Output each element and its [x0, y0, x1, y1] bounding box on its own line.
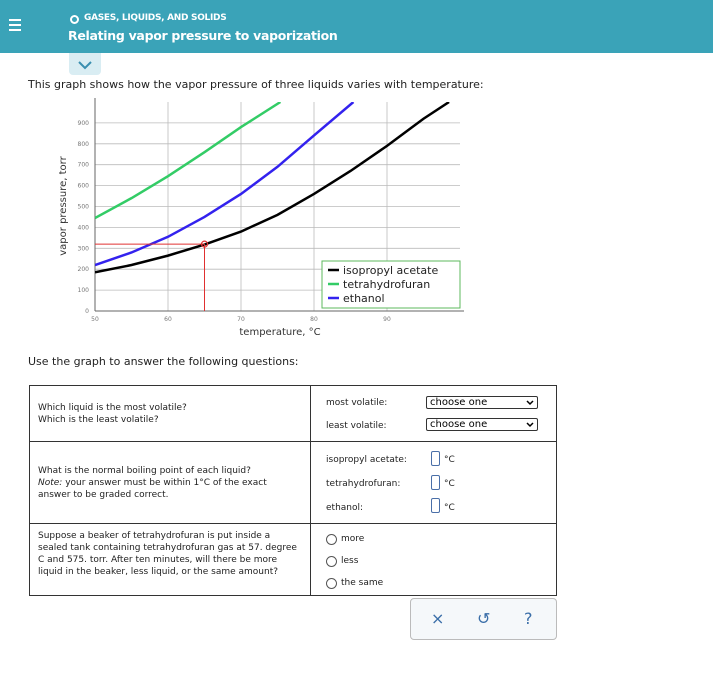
x-tick-label: 80: [310, 316, 318, 323]
curve: [95, 102, 450, 274]
intro-text: This graph shows how the vapor pressure …: [28, 78, 484, 91]
answer-input[interactable]: [431, 475, 440, 490]
x-tick-label: 90: [383, 316, 391, 323]
y-tick-label: 400: [78, 224, 90, 231]
option: more: [341, 534, 365, 544]
field-label: least volatile:: [326, 421, 387, 431]
q1-prompt: Which liquid is the most volatile? Which …: [38, 403, 187, 425]
unit: °C: [444, 503, 455, 513]
legend-label: isopropyl acetate: [343, 264, 438, 277]
curve: [95, 102, 355, 267]
answer-input[interactable]: [431, 498, 440, 513]
legend-label: ethanol: [343, 292, 385, 305]
x-axis-label: temperature, °C: [239, 327, 320, 338]
option: the same: [341, 578, 384, 588]
x-tick-label: 60: [164, 316, 172, 323]
plot-area: [95, 102, 450, 274]
answer-input[interactable]: [431, 451, 440, 466]
y-tick-label: 600: [78, 183, 90, 190]
y-tick-label: 500: [78, 204, 90, 211]
field-label: isopropyl acetate:: [326, 455, 407, 465]
menu-icon[interactable]: [8, 18, 22, 32]
chart: vapor pressure, torr temperature, °C 0 10…: [58, 98, 464, 338]
legend-box: [321, 260, 461, 309]
dropdown[interactable]: choose one: [426, 418, 538, 431]
header-bar: GASES, LIQUIDS, AND SOLIDS Relating vapo…: [0, 0, 713, 53]
help-button[interactable]: ?: [524, 609, 533, 628]
collapse-tab[interactable]: [69, 53, 101, 75]
unit: °C: [444, 455, 455, 465]
option: less: [341, 556, 359, 566]
radio[interactable]: [326, 534, 337, 545]
y-tick-label: 800: [78, 141, 90, 148]
y-tick-label: 700: [78, 162, 90, 169]
field-label: most volatile:: [326, 398, 388, 408]
y-tick-label: 200: [78, 266, 90, 273]
q3-prompt: Suppose a beaker of tetrahydrofuran is p…: [38, 531, 297, 577]
marker: [200, 240, 209, 248]
status-dot: [70, 15, 79, 24]
question-table: Which liquid is the most volatile? Which …: [29, 385, 557, 596]
title: Relating vapor pressure to vaporization: [68, 28, 338, 43]
y-tick-label: 100: [78, 287, 90, 294]
y-tick-label: 300: [78, 245, 90, 252]
radio[interactable]: [326, 578, 337, 589]
radio[interactable]: [326, 556, 337, 567]
dropdown[interactable]: choose one: [426, 396, 538, 409]
y-axis-label: vapor pressure, torr: [58, 155, 69, 255]
clear-button[interactable]: ×: [431, 609, 445, 628]
toolbar: × ↺ ?: [410, 598, 557, 640]
undo-button[interactable]: ↺: [477, 609, 491, 628]
curve: [95, 102, 282, 220]
unit: °C: [444, 479, 455, 489]
x-tick-label: 70: [237, 316, 245, 323]
instruction: Use the graph to answer the following qu…: [28, 355, 299, 368]
field-label: ethanol:: [326, 503, 364, 513]
legend-label: tetrahydrofuran: [343, 278, 430, 291]
y-tick-label: 900: [78, 120, 90, 127]
q2-prompt: What is the normal boiling point of each…: [38, 466, 267, 500]
y-tick-label: 0: [85, 308, 89, 315]
field-label: tetrahydrofuran:: [326, 479, 401, 489]
x-tick-label: 50: [91, 316, 99, 323]
category: GASES, LIQUIDS, AND SOLIDS: [84, 13, 227, 23]
